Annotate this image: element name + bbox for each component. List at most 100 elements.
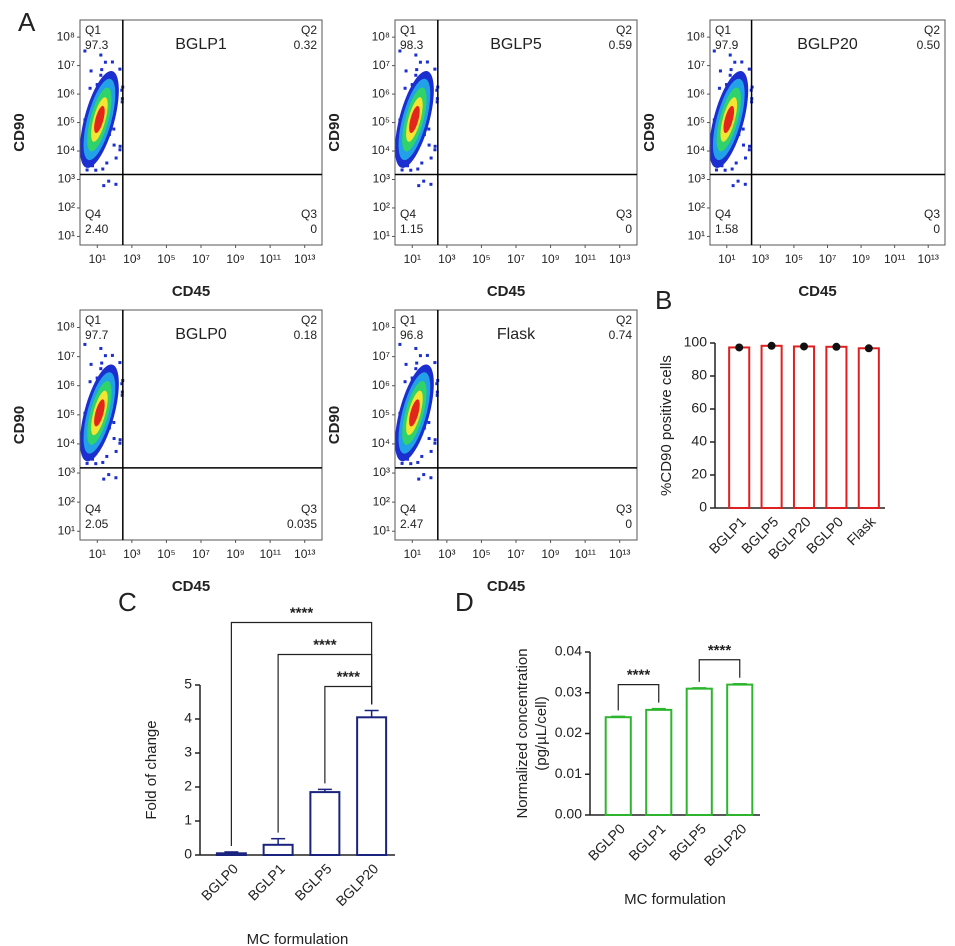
event-dot (741, 143, 745, 147)
event-dot (741, 127, 745, 131)
event-dot (728, 73, 732, 77)
bar (685, 687, 713, 816)
event-dot (110, 60, 114, 64)
y-tick-label: 10¹ (58, 523, 75, 537)
event-dot (723, 168, 727, 172)
y-tick-label: 3 (184, 744, 192, 760)
event-dot (99, 367, 103, 371)
quadrant-name: Q2 (924, 23, 940, 37)
quadrant-value: 0 (625, 517, 632, 531)
y-tick-label: 10⁶ (372, 86, 390, 100)
event-dot (734, 161, 738, 165)
y-tick-label: 10² (688, 200, 705, 214)
event-dot (404, 362, 408, 366)
x-axis-label: CD45 (172, 283, 210, 300)
event-dot (417, 184, 421, 188)
quadrant-name: Q4 (400, 502, 416, 516)
y-tick-label: 10⁴ (56, 436, 75, 450)
quadrant-name: Q3 (301, 502, 317, 516)
event-dot (107, 473, 111, 477)
event-dot (427, 437, 431, 441)
event-dot (118, 144, 122, 148)
event-dot (416, 460, 420, 464)
bar (792, 345, 816, 509)
event-dot (112, 143, 116, 147)
quadrant-name: Q1 (85, 23, 101, 37)
x-tick-label: 10⁷ (192, 547, 210, 561)
y-tick-label: 10⁸ (372, 29, 390, 43)
event-dot (429, 476, 433, 480)
event-dot (743, 182, 747, 186)
event-dot (120, 382, 124, 386)
quadrant-value: 0.59 (609, 38, 633, 52)
event-dot (118, 441, 122, 445)
x-tick-label: BGLP1 (245, 860, 288, 903)
quadrant-value: 0.50 (917, 38, 941, 52)
significance-label: **** (337, 668, 361, 685)
event-dot (398, 49, 402, 53)
y-tick-label: 10⁶ (372, 378, 390, 392)
sample-title: BGLP1 (175, 36, 227, 53)
event-dot (102, 477, 106, 481)
density-contour (94, 399, 105, 427)
y-tick-label: 10⁵ (372, 407, 390, 421)
y-tick-label: 10⁶ (57, 378, 75, 392)
bar (356, 716, 388, 856)
quadrant-name: Q4 (400, 207, 416, 221)
quadrant-value: 0.18 (294, 328, 318, 342)
significance-label: **** (290, 604, 314, 621)
event-dot (429, 156, 433, 160)
event-dot (417, 477, 421, 481)
event-dot (435, 88, 439, 92)
y-tick-label: 10³ (373, 465, 390, 479)
event-dot (118, 148, 122, 152)
x-tick-label: 10⁵ (157, 252, 175, 266)
event-dot (415, 68, 419, 72)
event-dot (105, 161, 109, 165)
event-dot (88, 380, 92, 384)
event-dot (433, 148, 437, 152)
y-tick-label: 0.00 (555, 806, 582, 822)
y-tick-label: 1 (184, 812, 192, 828)
event-dot (99, 346, 103, 350)
x-tick-label: 10³ (123, 252, 140, 266)
x-tick-label: 10⁹ (852, 252, 871, 266)
bar (728, 346, 751, 509)
event-dot (414, 346, 418, 350)
y-tick-label: 20 (691, 466, 707, 482)
event-dot (94, 462, 98, 466)
x-tick-label: Flask (844, 513, 880, 549)
event-dot (107, 179, 111, 183)
data-point (832, 342, 841, 351)
event-dot (400, 168, 404, 172)
event-dot (731, 184, 735, 188)
x-tick-label: 10¹ (404, 252, 421, 266)
data-point (864, 344, 873, 353)
event-dot (83, 342, 87, 346)
bar (726, 683, 754, 816)
x-tick-label: 10⁵ (157, 547, 175, 561)
event-dot (429, 449, 433, 453)
y-tick-label: 10⁷ (57, 58, 75, 72)
y-axis-label: CD90 (11, 113, 28, 151)
y-tick-label: 60 (691, 400, 707, 416)
y-tick-label: 10² (373, 200, 390, 214)
y-tick-label: 10³ (688, 172, 705, 186)
quadrant-name: Q2 (301, 23, 317, 37)
event-dot (101, 460, 105, 464)
event-dot (114, 182, 118, 186)
y-tick-label: 10³ (58, 172, 75, 186)
panel-label: C (118, 587, 137, 617)
event-dot (435, 382, 439, 386)
y-tick-label: 0 (699, 499, 707, 515)
quadrant-value: 2.40 (85, 222, 109, 236)
y-tick-label: 10⁴ (56, 143, 75, 157)
quadrant-name: Q2 (301, 313, 317, 327)
quadrant-value: 2.05 (85, 517, 109, 531)
event-dot (733, 60, 737, 64)
x-tick-label: 10⁷ (507, 547, 525, 561)
y-tick-label: 10⁴ (371, 436, 390, 450)
quadrant-name: Q4 (85, 502, 101, 516)
x-axis-label: CD45 (798, 283, 836, 300)
event-dot (425, 60, 429, 64)
